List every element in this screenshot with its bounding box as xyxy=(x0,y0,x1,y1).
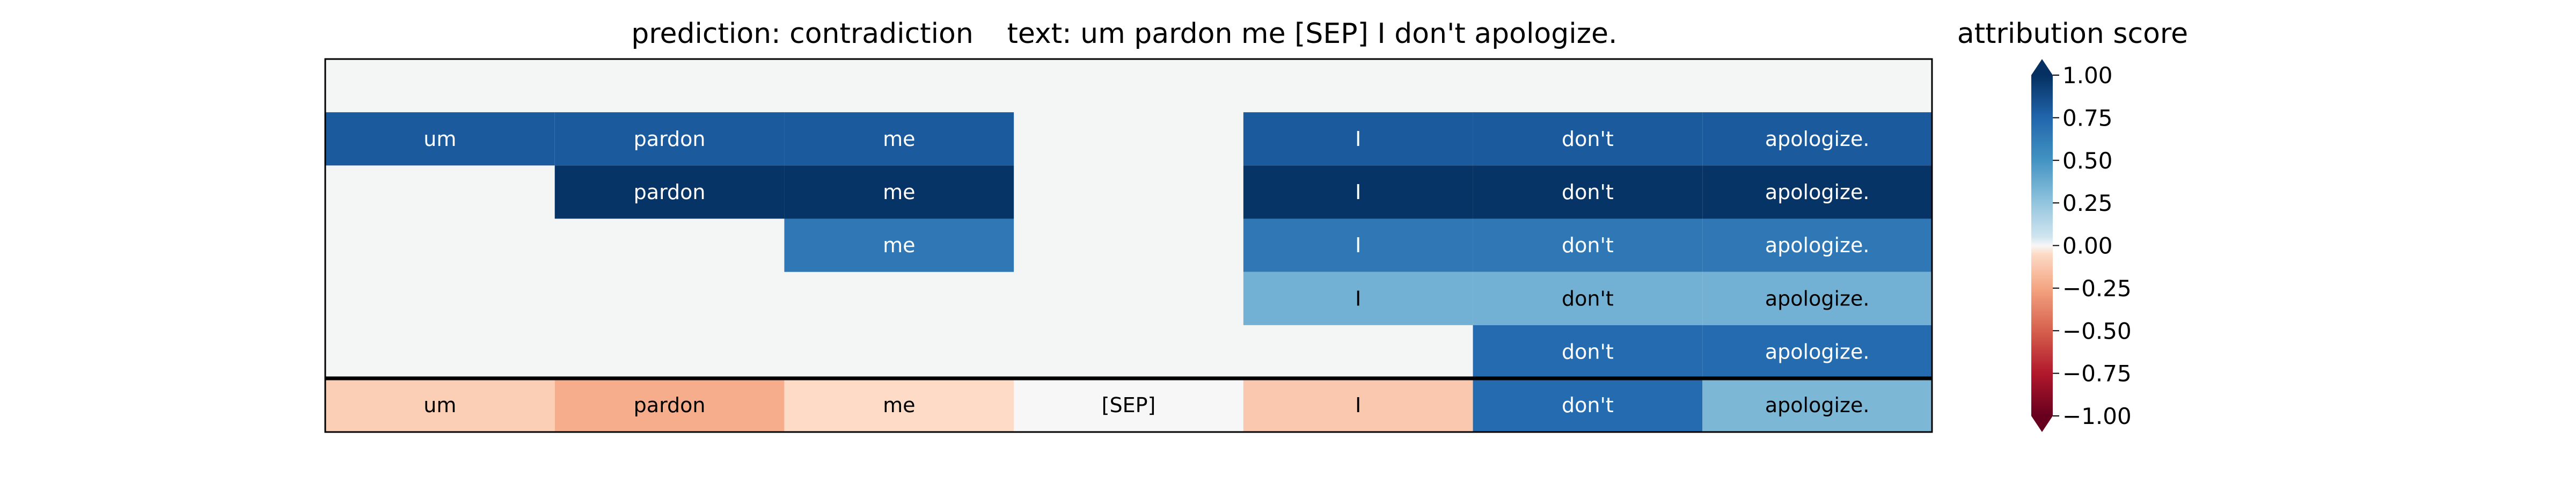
colorbar-tick-label: 0.50 xyxy=(2062,148,2113,174)
colorbar-tick-label: 0.00 xyxy=(2062,233,2113,259)
cell-label: me xyxy=(883,233,915,257)
heat-cell xyxy=(1243,272,1473,325)
heat-cell xyxy=(1473,325,1703,378)
heat-cell xyxy=(1702,165,1932,219)
prediction-title: prediction: contradiction xyxy=(631,18,974,50)
cell-label: pardon xyxy=(634,127,706,151)
cell-label: pardon xyxy=(634,180,706,204)
heat-cell xyxy=(1243,112,1473,166)
heat-cell xyxy=(325,112,555,166)
cell-label: I xyxy=(1355,233,1361,257)
heat-cell xyxy=(554,112,785,166)
colorbar-tick-label: −1.00 xyxy=(2062,403,2132,429)
heat-cell xyxy=(784,218,1014,272)
heat-cell xyxy=(1473,272,1703,325)
cell-label: apologize. xyxy=(1765,127,1870,151)
cell-label: apologize. xyxy=(1765,340,1870,363)
summary-cell xyxy=(784,378,1014,432)
colorbar-title: attribution score xyxy=(1957,18,2188,50)
heat-cell xyxy=(1243,165,1473,219)
heat-cell xyxy=(1702,325,1932,378)
summary-cell xyxy=(325,378,555,432)
cell-label: apologize. xyxy=(1765,287,1870,310)
heat-cell xyxy=(1473,165,1703,219)
summary-cell xyxy=(554,378,785,432)
cell-label: me xyxy=(883,127,915,151)
heat-cell xyxy=(1473,112,1703,166)
summary-cell xyxy=(1473,378,1703,432)
heat-cell xyxy=(1702,272,1932,325)
cell-label: don't xyxy=(1562,233,1614,257)
colorbar-tick-label: 1.00 xyxy=(2062,62,2113,89)
cell-label: me xyxy=(883,180,915,204)
summary-label: [SEP] xyxy=(1102,393,1156,417)
heat-cell xyxy=(784,165,1014,219)
colorbar-tick-label: 0.75 xyxy=(2062,105,2113,131)
cell-label: I xyxy=(1355,127,1361,151)
cell-label: don't xyxy=(1562,340,1614,363)
colorbar-gradient xyxy=(2031,75,2053,416)
colorbar: 1.00 0.75 0.50 0.25 0.00 −0.25 −0.50 −0.75 −1.00 xyxy=(2031,59,2132,432)
cell-label: apologize. xyxy=(1765,180,1870,204)
cell-label: don't xyxy=(1562,180,1614,204)
colorbar-tick-label: −0.25 xyxy=(2062,275,2132,302)
summary-label: um xyxy=(423,393,456,417)
heat-cell xyxy=(1702,112,1932,166)
colorbar-tick-label: −0.75 xyxy=(2062,361,2132,387)
cell-label: I xyxy=(1355,180,1361,204)
heat-cell xyxy=(784,112,1014,166)
heat-cell xyxy=(1473,218,1703,272)
cell-label: don't xyxy=(1562,127,1614,151)
summary-label: don't xyxy=(1562,393,1614,417)
summary-label: I xyxy=(1355,393,1361,417)
summary-cell xyxy=(1014,378,1243,432)
summary-label: me xyxy=(883,393,915,417)
colorbar-extend-top xyxy=(2031,59,2053,75)
cell-label: um xyxy=(423,127,456,151)
cell-label: apologize. xyxy=(1765,233,1870,257)
summary-label: apologize. xyxy=(1765,393,1870,417)
summary-cell xyxy=(1702,378,1932,432)
cell-label: I xyxy=(1355,287,1361,310)
colorbar-tick-label: 0.25 xyxy=(2062,190,2113,216)
heat-cell xyxy=(1702,218,1932,272)
colorbar-extend-bottom xyxy=(2031,416,2053,432)
text-title: text: um pardon me [SEP] I don't apologi… xyxy=(1007,18,1617,50)
heat-cell xyxy=(554,165,785,219)
summary-label: pardon xyxy=(634,393,706,417)
heat-cell xyxy=(1243,218,1473,272)
cell-label: don't xyxy=(1562,287,1614,310)
summary-cell xyxy=(1243,378,1473,432)
colorbar-tick-label: −0.50 xyxy=(2062,318,2132,344)
